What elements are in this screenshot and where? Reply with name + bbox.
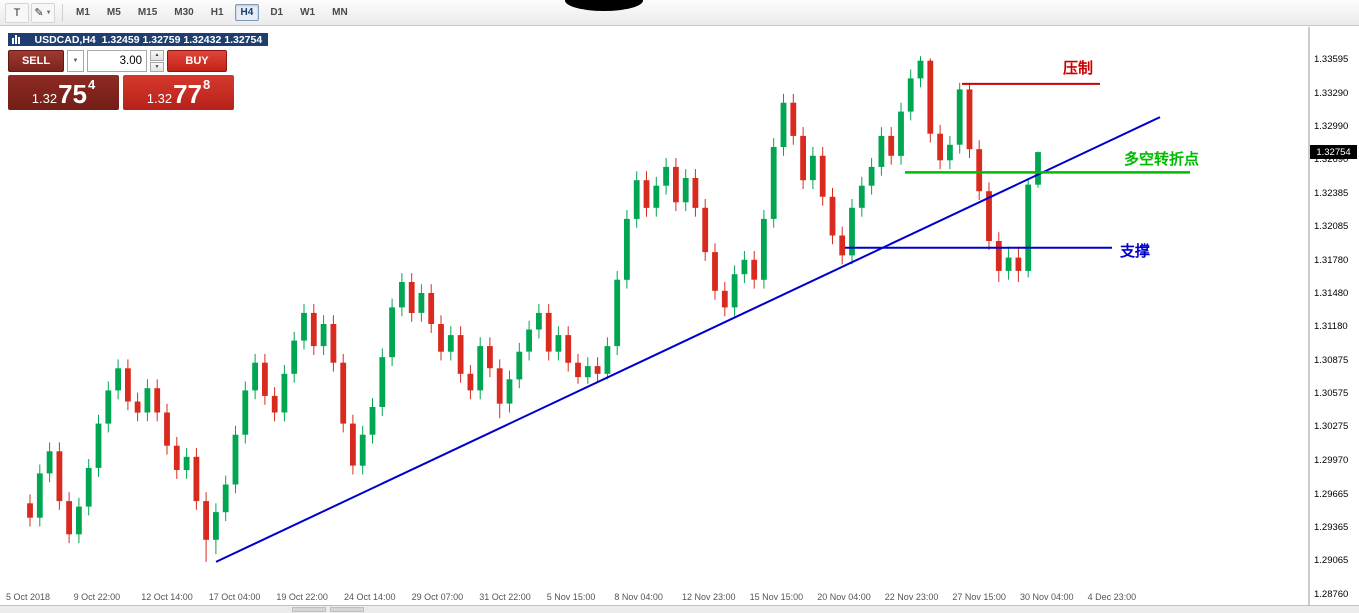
price-axis-label: 1.29970 bbox=[1314, 455, 1349, 467]
symbol-ohlc-header: USDCAD,H4 1.32459 1.32759 1.32432 1.3275… bbox=[8, 33, 269, 46]
buy-price-display[interactable]: 1.32 77 8 bbox=[123, 75, 234, 110]
lot-dropdown-caret-icon[interactable]: ▼ bbox=[67, 50, 84, 72]
lot-increase-button[interactable]: ▲ bbox=[150, 50, 164, 61]
price-axis-label: 1.30875 bbox=[1314, 354, 1349, 366]
price-axis-label: 1.31780 bbox=[1314, 254, 1349, 266]
top-toolbar: T ✎ ▼ M1 M5 M15 M30 H1 H4 D1 W1 MN bbox=[0, 0, 1359, 26]
support-annotation-label: 支撑 bbox=[1120, 242, 1151, 260]
timeframe-button-h1[interactable]: H1 bbox=[210, 7, 224, 18]
time-axis-label: 20 Nov 04:00 bbox=[817, 592, 871, 602]
sell-price-prefix: 1.32 bbox=[31, 91, 58, 107]
timeframe-button-m1[interactable]: M1 bbox=[76, 7, 90, 18]
time-axis-label: 30 Nov 04:00 bbox=[1020, 592, 1074, 602]
window-resize-tab[interactable] bbox=[292, 607, 326, 612]
time-axis-label: 12 Nov 23:00 bbox=[682, 592, 736, 602]
timeframe-button-mn[interactable]: MN bbox=[332, 7, 348, 18]
time-axis: 5 Oct 2018 9 Oct 22:00 12 Oct 14:00 17 Oct … bbox=[6, 592, 1137, 602]
buy-price-prefix: 1.32 bbox=[146, 91, 173, 107]
time-axis-label: 5 Oct 2018 bbox=[6, 592, 51, 602]
sell-price-big: 75 bbox=[58, 79, 87, 110]
pencil-icon: ✎ bbox=[34, 7, 44, 19]
time-axis-label: 17 Oct 04:00 bbox=[208, 592, 261, 602]
time-axis-label: 4 Dec 23:00 bbox=[1087, 592, 1137, 602]
sell-price-display[interactable]: 1.32 75 4 bbox=[8, 75, 119, 110]
annotation-tool-button[interactable]: ✎ ▼ bbox=[31, 2, 55, 23]
timeframe-button-m5[interactable]: M5 bbox=[106, 7, 121, 18]
text-tool-button[interactable]: T bbox=[5, 2, 29, 23]
price-axis-label: 1.32990 bbox=[1314, 120, 1349, 132]
text-tool-label: T bbox=[13, 6, 21, 19]
pivot-annotation-label: 多空转折点 bbox=[1124, 151, 1200, 169]
time-axis-label: 29 Oct 07:00 bbox=[411, 592, 464, 602]
timeframe-button-m30[interactable]: M30 bbox=[174, 7, 194, 18]
lot-size-input[interactable] bbox=[87, 50, 147, 72]
symbol-ohlc-text: USDCAD,H4 1.32459 1.32759 1.32432 1.3275… bbox=[34, 33, 263, 46]
sell-price-pipette: 4 bbox=[88, 77, 96, 92]
time-axis-label: 22 Nov 23:00 bbox=[884, 592, 939, 602]
toolbar-separator bbox=[62, 3, 63, 22]
time-axis-label: 9 Oct 22:00 bbox=[73, 592, 121, 602]
price-axis-label: 1.31480 bbox=[1314, 288, 1349, 300]
sell-button[interactable]: SELL bbox=[8, 50, 64, 72]
price-axis: 1.32754 1.33595 1.33290 1.32990 1.32690 1.32… bbox=[1309, 0, 1359, 613]
price-axis-label: 1.28760 bbox=[1314, 589, 1349, 600]
dropdown-caret-icon: ▼ bbox=[45, 9, 52, 16]
time-axis-label: 15 Nov 15:00 bbox=[749, 592, 804, 602]
window-resize-tab[interactable] bbox=[330, 607, 364, 612]
price-axis-label: 1.30575 bbox=[1314, 388, 1349, 400]
time-axis-label: 19 Oct 22:00 bbox=[276, 592, 328, 602]
time-axis-label: 5 Nov 15:00 bbox=[546, 592, 596, 602]
price-axis-label: 1.29365 bbox=[1314, 522, 1349, 534]
time-axis-label: 12 Oct 14:00 bbox=[141, 592, 193, 602]
timeframe-button-h4[interactable]: H4 bbox=[234, 4, 260, 21]
price-axis-label: 1.32690 bbox=[1314, 154, 1349, 166]
time-axis-label: 31 Oct 22:00 bbox=[479, 592, 531, 602]
price-axis-label: 1.32385 bbox=[1314, 187, 1349, 199]
current-price-badge: 1.32754 bbox=[1310, 145, 1357, 160]
timeframe-toolbar: M1 M5 M15 M30 H1 H4 D1 W1 MN bbox=[70, 4, 354, 21]
chart-icon bbox=[12, 11, 30, 68]
time-axis-label: 27 Nov 15:00 bbox=[952, 592, 1006, 602]
black-oval-overlay bbox=[565, 0, 643, 11]
bottom-scrollbar-strip[interactable] bbox=[0, 605, 1359, 613]
price-axis-label: 1.33290 bbox=[1314, 87, 1349, 99]
price-axis-label: 1.33595 bbox=[1314, 54, 1349, 65]
lot-decrease-button[interactable]: ▼ bbox=[150, 61, 164, 72]
resistance-annotation-label: 压制 bbox=[1063, 59, 1094, 77]
timeframe-button-m15[interactable]: M15 bbox=[137, 7, 158, 18]
buy-price-big: 77 bbox=[173, 79, 202, 110]
price-axis-label: 1.29665 bbox=[1314, 488, 1349, 500]
timeframe-button-w1[interactable]: W1 bbox=[300, 7, 316, 18]
buy-price-pipette: 8 bbox=[203, 77, 211, 92]
price-axis-label: 1.32085 bbox=[1314, 221, 1349, 233]
lot-spinner: ▲ ▼ bbox=[150, 50, 164, 72]
price-axis-label: 1.30275 bbox=[1314, 421, 1349, 433]
price-axis-label: 1.31180 bbox=[1314, 321, 1348, 333]
time-axis-label: 8 Nov 04:00 bbox=[614, 592, 663, 602]
time-axis-label: 24 Oct 14:00 bbox=[344, 592, 396, 602]
timeframe-button-d1[interactable]: D1 bbox=[270, 7, 284, 18]
price-axis-label: 1.29065 bbox=[1314, 555, 1349, 567]
buy-button[interactable]: BUY bbox=[167, 50, 227, 72]
